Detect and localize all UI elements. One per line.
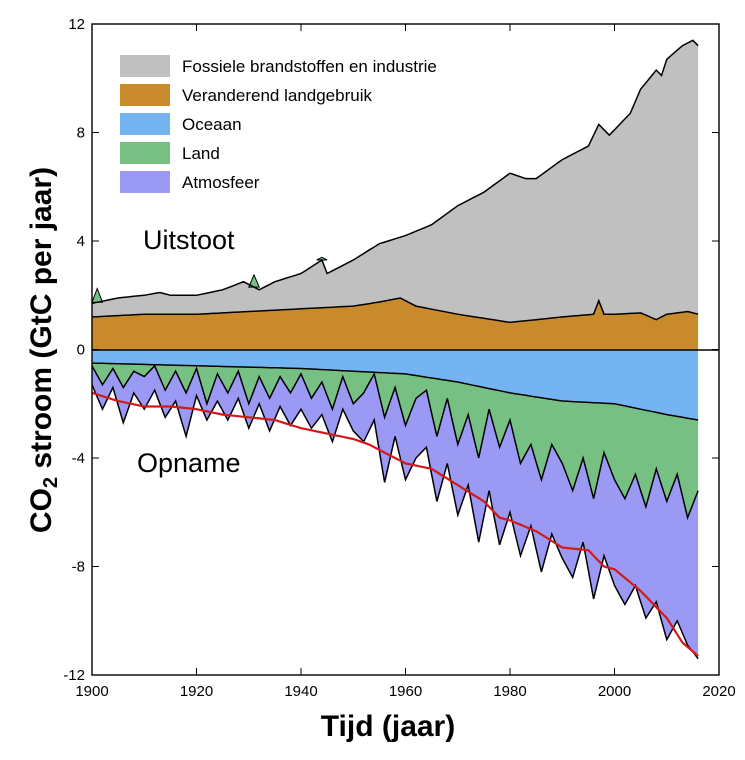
legend-swatch-2 [120,113,170,135]
legend: Fossiele brandstoffen en industrie Verand… [120,55,437,193]
y-axis-title: CO2 stroom (GtC per jaar) [25,167,62,533]
legend-label-0: Fossiele brandstoffen en industrie [182,57,437,76]
legend-label-4: Atmosfeer [182,173,260,192]
ocean-area [92,349,699,420]
area-layers [92,39,699,660]
uptake-annotation: Opname [137,448,241,478]
fossil-area [92,40,699,323]
land-use-area [92,298,699,350]
x-tick-label-1920: 1920 [180,683,213,700]
atmosphere-area [92,365,699,659]
y-tick-label--4: -4 [72,450,85,467]
legend-label-3: Land [182,144,220,163]
y-tick-label-0: 0 [77,342,85,359]
legend-swatch-1 [120,84,170,106]
x-axis-title: Tijd (jaar) [321,710,455,743]
legend-swatch-0 [120,55,170,77]
y-tick-label-12: 12 [68,16,85,33]
x-tick-label-2000: 2000 [598,683,631,700]
ocean-sink-line [92,362,699,421]
emissions-annotation: Uitstoot [143,225,235,255]
y-axis-title-co: CO [25,488,58,533]
x-tick-label-1980: 1980 [493,683,526,700]
axis-ticks: 1900 1920 1940 1960 1980 2000 2020 -12 -8 -4 0 4 8 12 [63,16,735,700]
emissions-minus-atmosphere-line [92,391,699,657]
y-tick-label-8: 8 [77,125,85,142]
x-tick-label-1960: 1960 [389,683,422,700]
legend-swatch-4 [120,171,170,193]
legend-label-2: Oceaan [182,115,242,134]
y-axis-title-rest: stroom (GtC per jaar) [25,167,58,477]
legend-label-1: Veranderend landgebruik [182,86,372,105]
land-sink-line [92,364,699,521]
x-tick-label-1940: 1940 [284,683,317,700]
y-tick-label-4: 4 [77,233,85,250]
x-tick-label-2020: 2020 [702,683,735,700]
land-use-line [92,297,699,324]
x-tick-label-1900: 1900 [75,683,108,700]
total-emissions-line [92,39,699,305]
land-sink-area [92,363,699,518]
y-tick-label--12: -12 [63,667,85,684]
y-axis-title-subscript: 2 [40,477,62,488]
legend-swatch-3 [120,142,170,164]
y-tick-label--8: -8 [72,559,85,576]
